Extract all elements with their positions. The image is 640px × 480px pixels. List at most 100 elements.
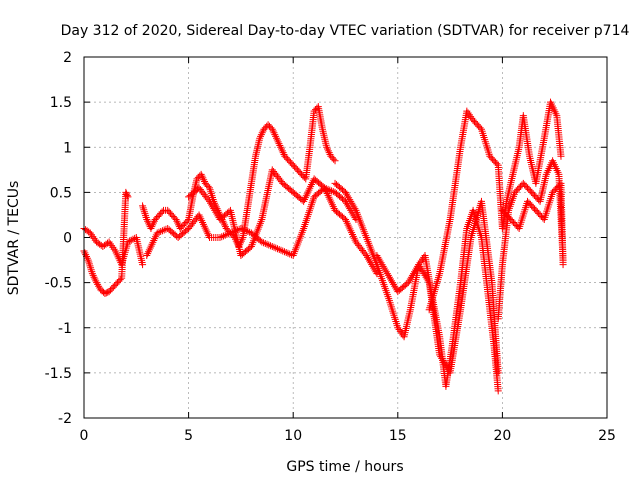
- data-point: [373, 252, 381, 260]
- data-point: [123, 191, 131, 199]
- data-point: [282, 249, 290, 257]
- data-point: [408, 271, 416, 279]
- y-tick-label: -2: [58, 411, 72, 427]
- series-track-c: [139, 103, 339, 251]
- data-point: [273, 136, 281, 144]
- data-point: [404, 279, 412, 287]
- data-point: [557, 152, 565, 160]
- data-point: [396, 327, 404, 335]
- data-point: [331, 157, 339, 165]
- data-point: [417, 264, 425, 272]
- data-point: [351, 205, 359, 213]
- data-point: [219, 232, 227, 240]
- data-point: [148, 223, 156, 231]
- data-point: [155, 228, 163, 236]
- data-point: [383, 270, 391, 278]
- data-point: [211, 206, 219, 214]
- data-point: [153, 229, 161, 237]
- data-point: [147, 224, 155, 232]
- data-point: [265, 241, 273, 249]
- data-point: [384, 271, 392, 279]
- data-point: [144, 217, 152, 225]
- data-point: [218, 233, 226, 241]
- data-point: [197, 170, 205, 178]
- data-point: [200, 176, 208, 184]
- data-point: [385, 273, 393, 281]
- series-track-g: [373, 197, 502, 377]
- data-point: [122, 188, 130, 196]
- data-point: [412, 266, 420, 274]
- data-point: [258, 129, 266, 137]
- data-point: [381, 266, 389, 274]
- data-point: [416, 262, 424, 270]
- data-point: [270, 129, 278, 137]
- data-point: [424, 277, 432, 285]
- data-point: [244, 227, 252, 235]
- data-point: [108, 242, 116, 250]
- data-point: [440, 358, 448, 366]
- data-point: [278, 147, 286, 155]
- data-point: [390, 280, 398, 288]
- data-point: [423, 275, 431, 283]
- data-point: [398, 329, 406, 337]
- data-point: [330, 155, 338, 163]
- data-point: [242, 227, 250, 235]
- data-point: [411, 268, 419, 276]
- data-point: [124, 238, 132, 246]
- data-point: [83, 254, 91, 262]
- data-point: [198, 172, 206, 180]
- data-point: [172, 215, 180, 223]
- y-tick-label: -0.5: [45, 276, 72, 292]
- data-point: [438, 354, 446, 362]
- x-tick-label: 0: [80, 428, 89, 444]
- data-point: [106, 240, 114, 248]
- data-point: [272, 132, 280, 140]
- data-point: [279, 149, 287, 157]
- data-point: [109, 243, 117, 251]
- chart-title: Day 312 of 2020, Sidereal Day-to-day VTE…: [61, 23, 630, 39]
- data-point: [465, 111, 473, 119]
- y-tick-label: 1.5: [50, 95, 72, 111]
- x-tick-label: 5: [184, 428, 193, 444]
- data-point: [127, 236, 135, 244]
- y-tick-label: 0: [63, 231, 72, 247]
- data-point: [464, 109, 472, 117]
- data-point: [342, 188, 349, 196]
- x-tick-label: 15: [389, 428, 407, 444]
- data-point: [409, 270, 417, 278]
- data-point: [419, 268, 427, 276]
- data-point: [272, 134, 280, 142]
- data-point: [82, 251, 90, 259]
- data-point: [90, 234, 98, 242]
- data-point: [89, 233, 97, 241]
- series-track-a: [80, 188, 132, 297]
- data-point: [261, 240, 269, 248]
- series-track-e: [185, 166, 381, 278]
- data-point: [275, 140, 283, 148]
- series-track-j: [498, 179, 567, 269]
- data-point: [443, 363, 451, 371]
- data-point: [90, 273, 98, 281]
- data-point: [415, 261, 423, 269]
- data-point: [116, 276, 124, 284]
- x-tick-label: 25: [598, 428, 616, 444]
- y-tick-label: 1: [63, 140, 72, 156]
- data-point: [436, 351, 444, 359]
- data-point: [374, 253, 382, 261]
- data-point: [174, 219, 182, 227]
- data-point: [277, 145, 285, 153]
- data-point: [93, 279, 101, 287]
- data-point: [421, 271, 429, 279]
- data-point: [91, 275, 99, 283]
- data-point: [92, 277, 100, 285]
- data-point: [405, 277, 413, 285]
- data-point: [349, 201, 357, 209]
- data-point: [257, 132, 265, 140]
- data-point: [124, 193, 132, 201]
- data-point: [328, 187, 336, 195]
- data-point: [183, 217, 191, 225]
- data-point: [149, 219, 157, 227]
- data-point: [559, 261, 567, 269]
